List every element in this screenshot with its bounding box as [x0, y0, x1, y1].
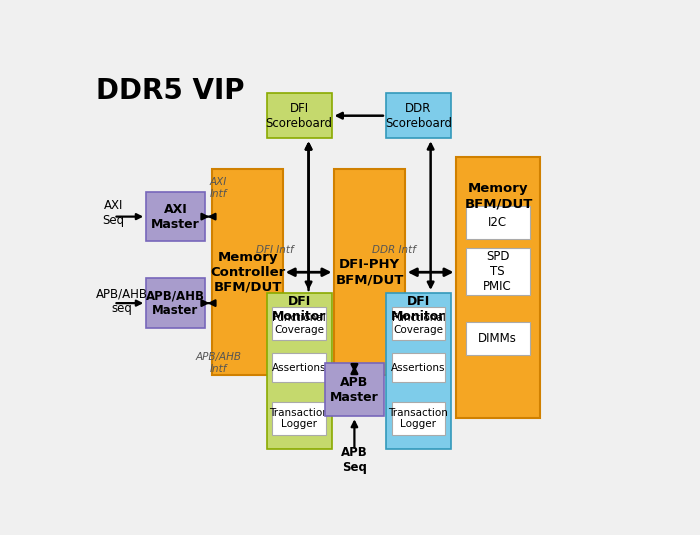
Text: DDR Intf: DDR Intf [372, 244, 415, 255]
Text: DDR5 VIP: DDR5 VIP [96, 77, 244, 104]
Bar [386, 293, 451, 449]
Bar [392, 307, 445, 340]
Bar [392, 402, 445, 435]
Text: Assertions: Assertions [391, 363, 446, 373]
Text: Memory
Controller
BFM/DUT: Memory Controller BFM/DUT [210, 251, 285, 294]
Text: APB/AHB
seq: APB/AHB seq [96, 287, 148, 315]
Text: Transaction
Logger: Transaction Logger [389, 408, 449, 429]
Bar [466, 248, 530, 295]
Text: AXI
Seq: AXI Seq [103, 200, 125, 227]
Text: Functional
Coverage: Functional Coverage [391, 313, 445, 334]
Bar [325, 363, 384, 416]
Text: DIMMs: DIMMs [478, 332, 517, 345]
Text: Assertions: Assertions [272, 363, 326, 373]
Bar [335, 169, 405, 375]
Bar [466, 322, 530, 355]
Bar [146, 192, 204, 241]
Bar [272, 354, 326, 382]
Text: Transaction
Logger: Transaction Logger [269, 408, 329, 429]
Text: I2C: I2C [488, 216, 508, 230]
Bar [272, 307, 326, 340]
Text: APB
Seq: APB Seq [341, 446, 368, 473]
Text: AXI
Intf: AXI Intf [209, 177, 227, 198]
Text: Functional
Coverage: Functional Coverage [272, 313, 326, 334]
Bar [392, 354, 445, 382]
Text: APB/AHB
Master: APB/AHB Master [146, 289, 205, 317]
Text: AXI
Master: AXI Master [151, 203, 199, 231]
Text: DFI-PHY
BFM/DUT: DFI-PHY BFM/DUT [335, 258, 404, 286]
Text: DFI
Monitor: DFI Monitor [272, 295, 326, 323]
Bar [386, 93, 451, 139]
Text: SPD
TS
PMIC: SPD TS PMIC [483, 250, 512, 293]
Bar [456, 157, 540, 418]
Bar [146, 278, 204, 328]
Bar [272, 402, 326, 435]
Bar [267, 93, 332, 139]
Bar [466, 207, 530, 239]
Text: APB
Master: APB Master [330, 376, 379, 403]
Bar [212, 169, 283, 375]
Text: DFI Intf: DFI Intf [256, 244, 293, 255]
Text: Memory
BFM/DUT: Memory BFM/DUT [464, 182, 533, 210]
Text: APB/AHB
Intf: APB/AHB Intf [195, 352, 241, 373]
Text: DFI
Scoreboard: DFI Scoreboard [265, 102, 332, 129]
Text: DFI
Monitor: DFI Monitor [391, 295, 446, 323]
Bar [267, 293, 332, 449]
Text: DDR
Scoreboard: DDR Scoreboard [385, 102, 452, 129]
